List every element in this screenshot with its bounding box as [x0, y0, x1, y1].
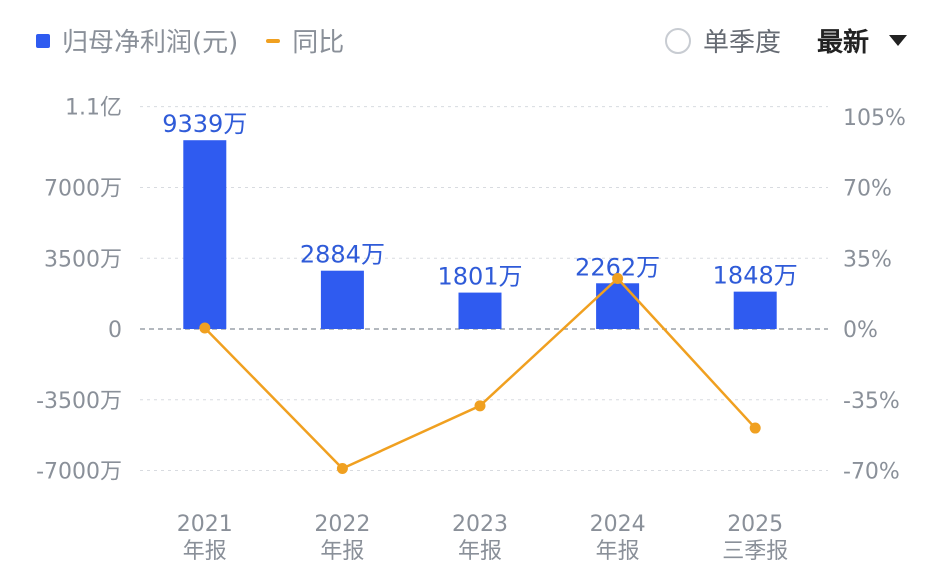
x-tick-label-year: 2024: [590, 512, 646, 537]
y-left-tick-label: -3500万: [36, 389, 122, 414]
line-swatch-icon: [266, 38, 281, 43]
y-left-tick-label: 1.1亿: [65, 96, 122, 121]
bar-value-label: 2884万: [300, 241, 385, 269]
caret-down-icon: [889, 35, 907, 46]
bar: [183, 140, 227, 329]
y-left-tick-label: 3500万: [44, 247, 122, 272]
x-tick-label-year: 2021: [177, 512, 233, 537]
y-right-tick-label: 35%: [843, 247, 892, 272]
y-right-tick-label: -35%: [843, 389, 900, 414]
y-left-tick-label: -7000万: [36, 460, 122, 485]
yoy-point: [474, 400, 486, 412]
bar-value-label: 1848万: [713, 262, 798, 290]
legend-label-net-profit: 归母净利润(元): [62, 28, 239, 58]
y-right-tick-label: 70%: [843, 177, 892, 202]
legend-label-yoy: 同比: [292, 28, 345, 58]
bar-value-label: 9339万: [162, 110, 247, 138]
yoy-point: [336, 462, 348, 474]
chart-controls: 单季度 最新: [664, 22, 907, 59]
legend-item-net-profit[interactable]: 归母净利润(元): [36, 22, 238, 59]
y-right-tick-label: 105%: [843, 106, 906, 131]
bar: [320, 270, 364, 329]
x-tick-label-period: 三季报: [722, 539, 788, 564]
single-quarter-label[interactable]: 单季度: [702, 28, 781, 58]
y-right-tick-label: 0%: [843, 318, 878, 343]
bar: [458, 292, 502, 329]
bar: [733, 291, 777, 329]
bar-value-label: 1801万: [437, 263, 522, 291]
yoy-point: [199, 322, 211, 334]
yoy-point: [612, 272, 624, 284]
x-tick-label-year: 2022: [314, 512, 370, 537]
bar: [596, 283, 640, 329]
yoy-point: [749, 422, 761, 434]
x-tick-label-year: 2023: [452, 512, 508, 537]
y-left-tick-label: 7000万: [44, 177, 122, 202]
bar-swatch-icon: [36, 33, 50, 48]
x-tick-label-period: 年报: [458, 539, 502, 564]
legend: 归母净利润(元) 同比: [36, 22, 372, 59]
period-dropdown-label: 最新: [816, 28, 869, 58]
period-dropdown[interactable]: 最新: [817, 22, 907, 59]
x-tick-label-year: 2025: [727, 512, 783, 537]
y-left-tick-label: 0: [108, 318, 122, 343]
x-tick-label-period: 年报: [596, 539, 640, 564]
legend-item-yoy[interactable]: 同比: [266, 22, 344, 59]
y-right-tick-label: -70%: [843, 460, 900, 485]
single-quarter-radio[interactable]: [664, 27, 691, 54]
x-tick-label-period: 年报: [183, 539, 227, 564]
x-tick-label-period: 年报: [320, 539, 364, 564]
